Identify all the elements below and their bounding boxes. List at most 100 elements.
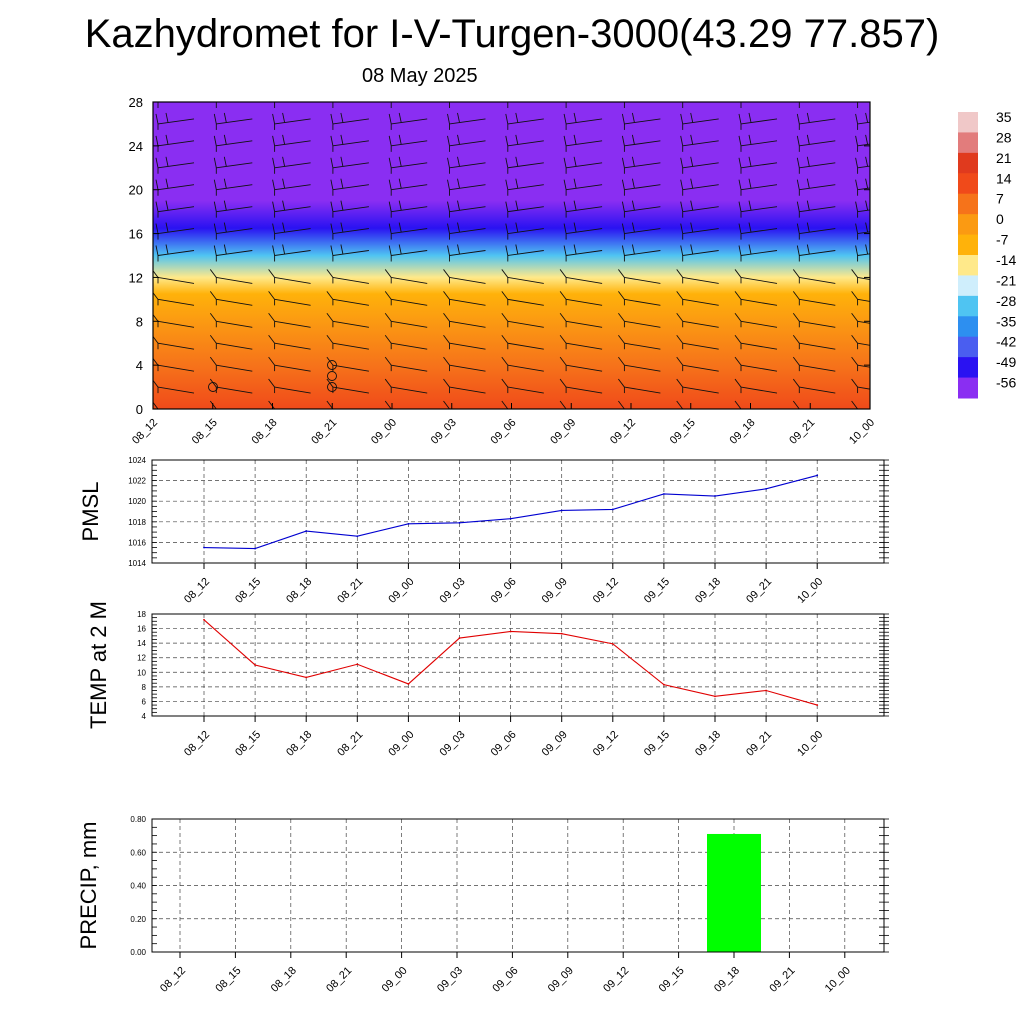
wind-barb [443,356,486,372]
wind-barb [384,313,428,328]
y-tick-label: 0 [136,402,143,417]
wind-barb [501,291,544,306]
wind-barb [621,134,661,152]
y-tick-label: 1016 [128,538,146,547]
x-tick-label: 09_06 [490,965,520,995]
data-point [458,521,461,524]
wind-barb [563,178,603,196]
y-tick-label: 10 [137,668,146,677]
y-tick-label: 28 [129,95,143,110]
data-point [305,676,308,679]
wind-barb [505,222,544,240]
wind-barb [680,244,719,262]
wind-barb [738,244,778,262]
wind-barb [618,334,661,350]
pmsl-panel: 1014 1016 1018 1020 1022 1024 08_12 08_15 08_18 0… [78,456,889,606]
wind-barb [213,222,253,240]
colorbar-label: 14 [996,170,1012,186]
wind-barb [563,156,603,174]
data-point [560,632,563,635]
x-tick-label: 09_12 [601,965,631,995]
wind-barb [155,178,195,196]
precip-bar [707,833,761,952]
wind-barb [213,134,253,152]
wind-barb [738,222,778,240]
wind-barb [855,244,870,262]
wind-barb [680,200,719,218]
x-tick-label: 08_18 [284,576,314,606]
colorbar-swatch [958,173,978,195]
wind-barb [796,178,836,196]
wind-barb [443,400,453,409]
wind-barb [443,269,486,284]
wind-barb [792,400,803,409]
x-tick-label: 08_18 [250,417,280,447]
colorbar-swatch [958,112,978,133]
wind-barb [330,222,369,240]
colorbar-label: -56 [996,375,1016,391]
wind-barb [209,291,253,306]
x-tick-label: 09_15 [642,576,672,606]
wind-barb [330,112,369,130]
wind-barb [851,291,870,306]
data-point [254,664,256,666]
wind-barb [738,134,778,152]
wind-barb [388,112,428,130]
x-tick-label: 08_21 [309,417,339,447]
x-tick-label: 08_15 [233,576,263,606]
wind-barb [384,269,428,284]
wind-barb [501,269,544,284]
wind-barb [618,378,661,394]
wind-barb [268,313,311,328]
x-tick-label: 09_03 [435,965,465,995]
panel-frame [151,613,885,717]
wind-barb [153,313,195,328]
wind-barb [213,112,253,130]
wind-barb [153,379,195,394]
wind-barb [796,156,836,174]
y-tick-label: 12 [129,270,143,285]
x-tick-label: 09_12 [608,417,638,447]
data-point [611,642,614,645]
wind-barb [738,178,778,196]
wind-barb [272,222,311,240]
x-tick-label: 09_03 [438,576,468,606]
x-tick-label: 09_15 [642,729,672,759]
wind-barb [618,356,661,372]
wind-barb [501,400,511,409]
wind-barb [384,334,428,350]
colorbar-swatch [958,132,978,154]
data-point [765,487,767,490]
panel-frame [151,459,885,564]
wind-barb [618,400,628,409]
x-tick-label: 08_12 [158,965,188,995]
y-tick-label: 16 [137,625,146,634]
x-tick-label: 09_09 [540,576,570,606]
x-tick-label: 10_00 [795,576,825,606]
wind-barb [505,178,544,196]
wind-barb [388,200,428,218]
wind-barb [507,102,512,108]
wind-barb [855,222,870,240]
calm-wind-marker [327,360,337,370]
wind-barb [447,200,486,218]
data-point [203,618,205,621]
wind-barb [388,134,428,152]
wind-barb [209,269,253,284]
wind-barb [676,269,719,284]
wind-barb [855,178,870,196]
calm-wind-marker [327,371,337,381]
colorbar-label: 0 [996,211,1004,227]
wind-barb [563,244,603,262]
colorbar-swatch [958,214,978,236]
wind-barb [796,244,836,262]
data-point [714,695,716,698]
wind-barb [792,356,836,372]
wind-barb [501,356,544,372]
wind-barb [268,334,311,350]
wind-barb [855,112,870,130]
colorbar-label: -28 [996,293,1016,309]
y-tick-label: 18 [137,610,146,619]
wind-barb [155,244,195,262]
